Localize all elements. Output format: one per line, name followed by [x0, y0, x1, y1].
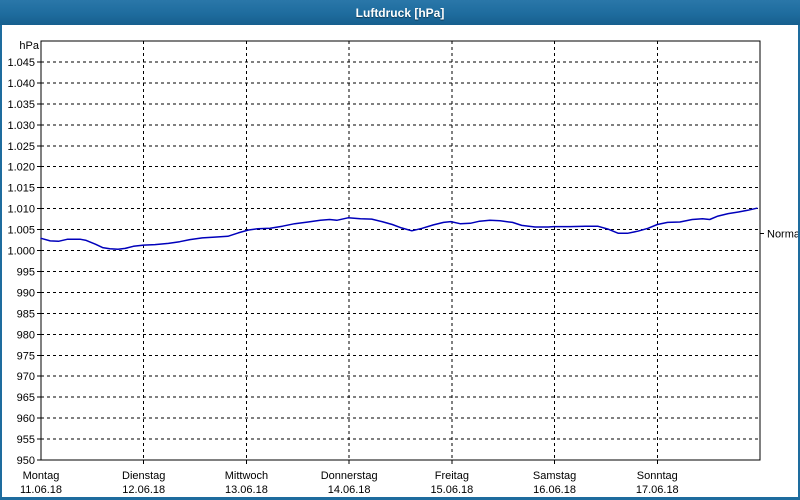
pressure-line	[40, 207, 758, 250]
svg-text:950: 950	[17, 455, 35, 467]
svg-text:Samstag: Samstag	[533, 470, 576, 482]
x-axis-day-labels: Montag 11.06.18 Dienstag 12.06.18 Mittwoch 13…	[20, 470, 679, 496]
svg-text:1.005: 1.005	[7, 225, 35, 237]
svg-text:Normal: Normal	[767, 229, 798, 241]
svg-text:Sonntag: Sonntag	[637, 470, 678, 482]
svg-text:17.06.18: 17.06.18	[636, 484, 679, 496]
svg-text:1.045: 1.045	[7, 57, 35, 69]
svg-text:960: 960	[17, 413, 35, 425]
normal-marker: Normal	[760, 229, 798, 241]
svg-text:1.030: 1.030	[7, 120, 35, 132]
chart-area: 950 955 960 965 970 975 980 985 990 995 1.000 1.005…	[2, 25, 798, 497]
svg-text:Montag: Montag	[23, 470, 60, 482]
svg-text:970: 970	[17, 371, 35, 383]
axis-ticks	[37, 61, 658, 464]
svg-text:1.040: 1.040	[7, 78, 35, 90]
window-title: Luftdruck [hPa]	[355, 5, 445, 20]
svg-text:Mittwoch: Mittwoch	[225, 470, 268, 482]
svg-text:16.06.18: 16.06.18	[533, 484, 576, 496]
svg-text:Dienstag: Dienstag	[122, 470, 165, 482]
svg-text:1.020: 1.020	[7, 162, 35, 174]
svg-text:11.06.18: 11.06.18	[20, 484, 62, 496]
plot-border	[40, 40, 761, 461]
svg-text:980: 980	[17, 329, 35, 341]
svg-text:1.025: 1.025	[7, 141, 35, 153]
svg-text:1.000: 1.000	[7, 246, 35, 258]
svg-text:12.06.18: 12.06.18	[122, 484, 165, 496]
svg-text:13.06.18: 13.06.18	[225, 484, 268, 496]
svg-text:1.015: 1.015	[7, 183, 35, 195]
svg-text:1.010: 1.010	[7, 204, 35, 216]
pressure-chart-svg: 950 955 960 965 970 975 980 985 990 995 1.000 1.005…	[7, 40, 798, 496]
svg-text:995: 995	[17, 266, 35, 278]
svg-text:14.06.18: 14.06.18	[328, 484, 371, 496]
svg-text:Donnerstag: Donnerstag	[321, 470, 378, 482]
y-axis-unit-label: hPa	[19, 40, 39, 52]
svg-text:955: 955	[17, 434, 35, 446]
svg-text:990: 990	[17, 287, 35, 299]
title-bar: Luftdruck [hPa]	[0, 0, 800, 25]
y-axis-tick-labels: 950 955 960 965 970 975 980 985 990 995 1.000 1.005…	[7, 57, 35, 467]
svg-text:965: 965	[17, 392, 35, 404]
svg-text:975: 975	[17, 350, 35, 362]
svg-text:15.06.18: 15.06.18	[430, 484, 473, 496]
svg-text:985: 985	[17, 308, 35, 320]
svg-text:Freitag: Freitag	[435, 470, 469, 482]
svg-text:1.035: 1.035	[7, 99, 35, 111]
gridlines	[41, 41, 760, 460]
